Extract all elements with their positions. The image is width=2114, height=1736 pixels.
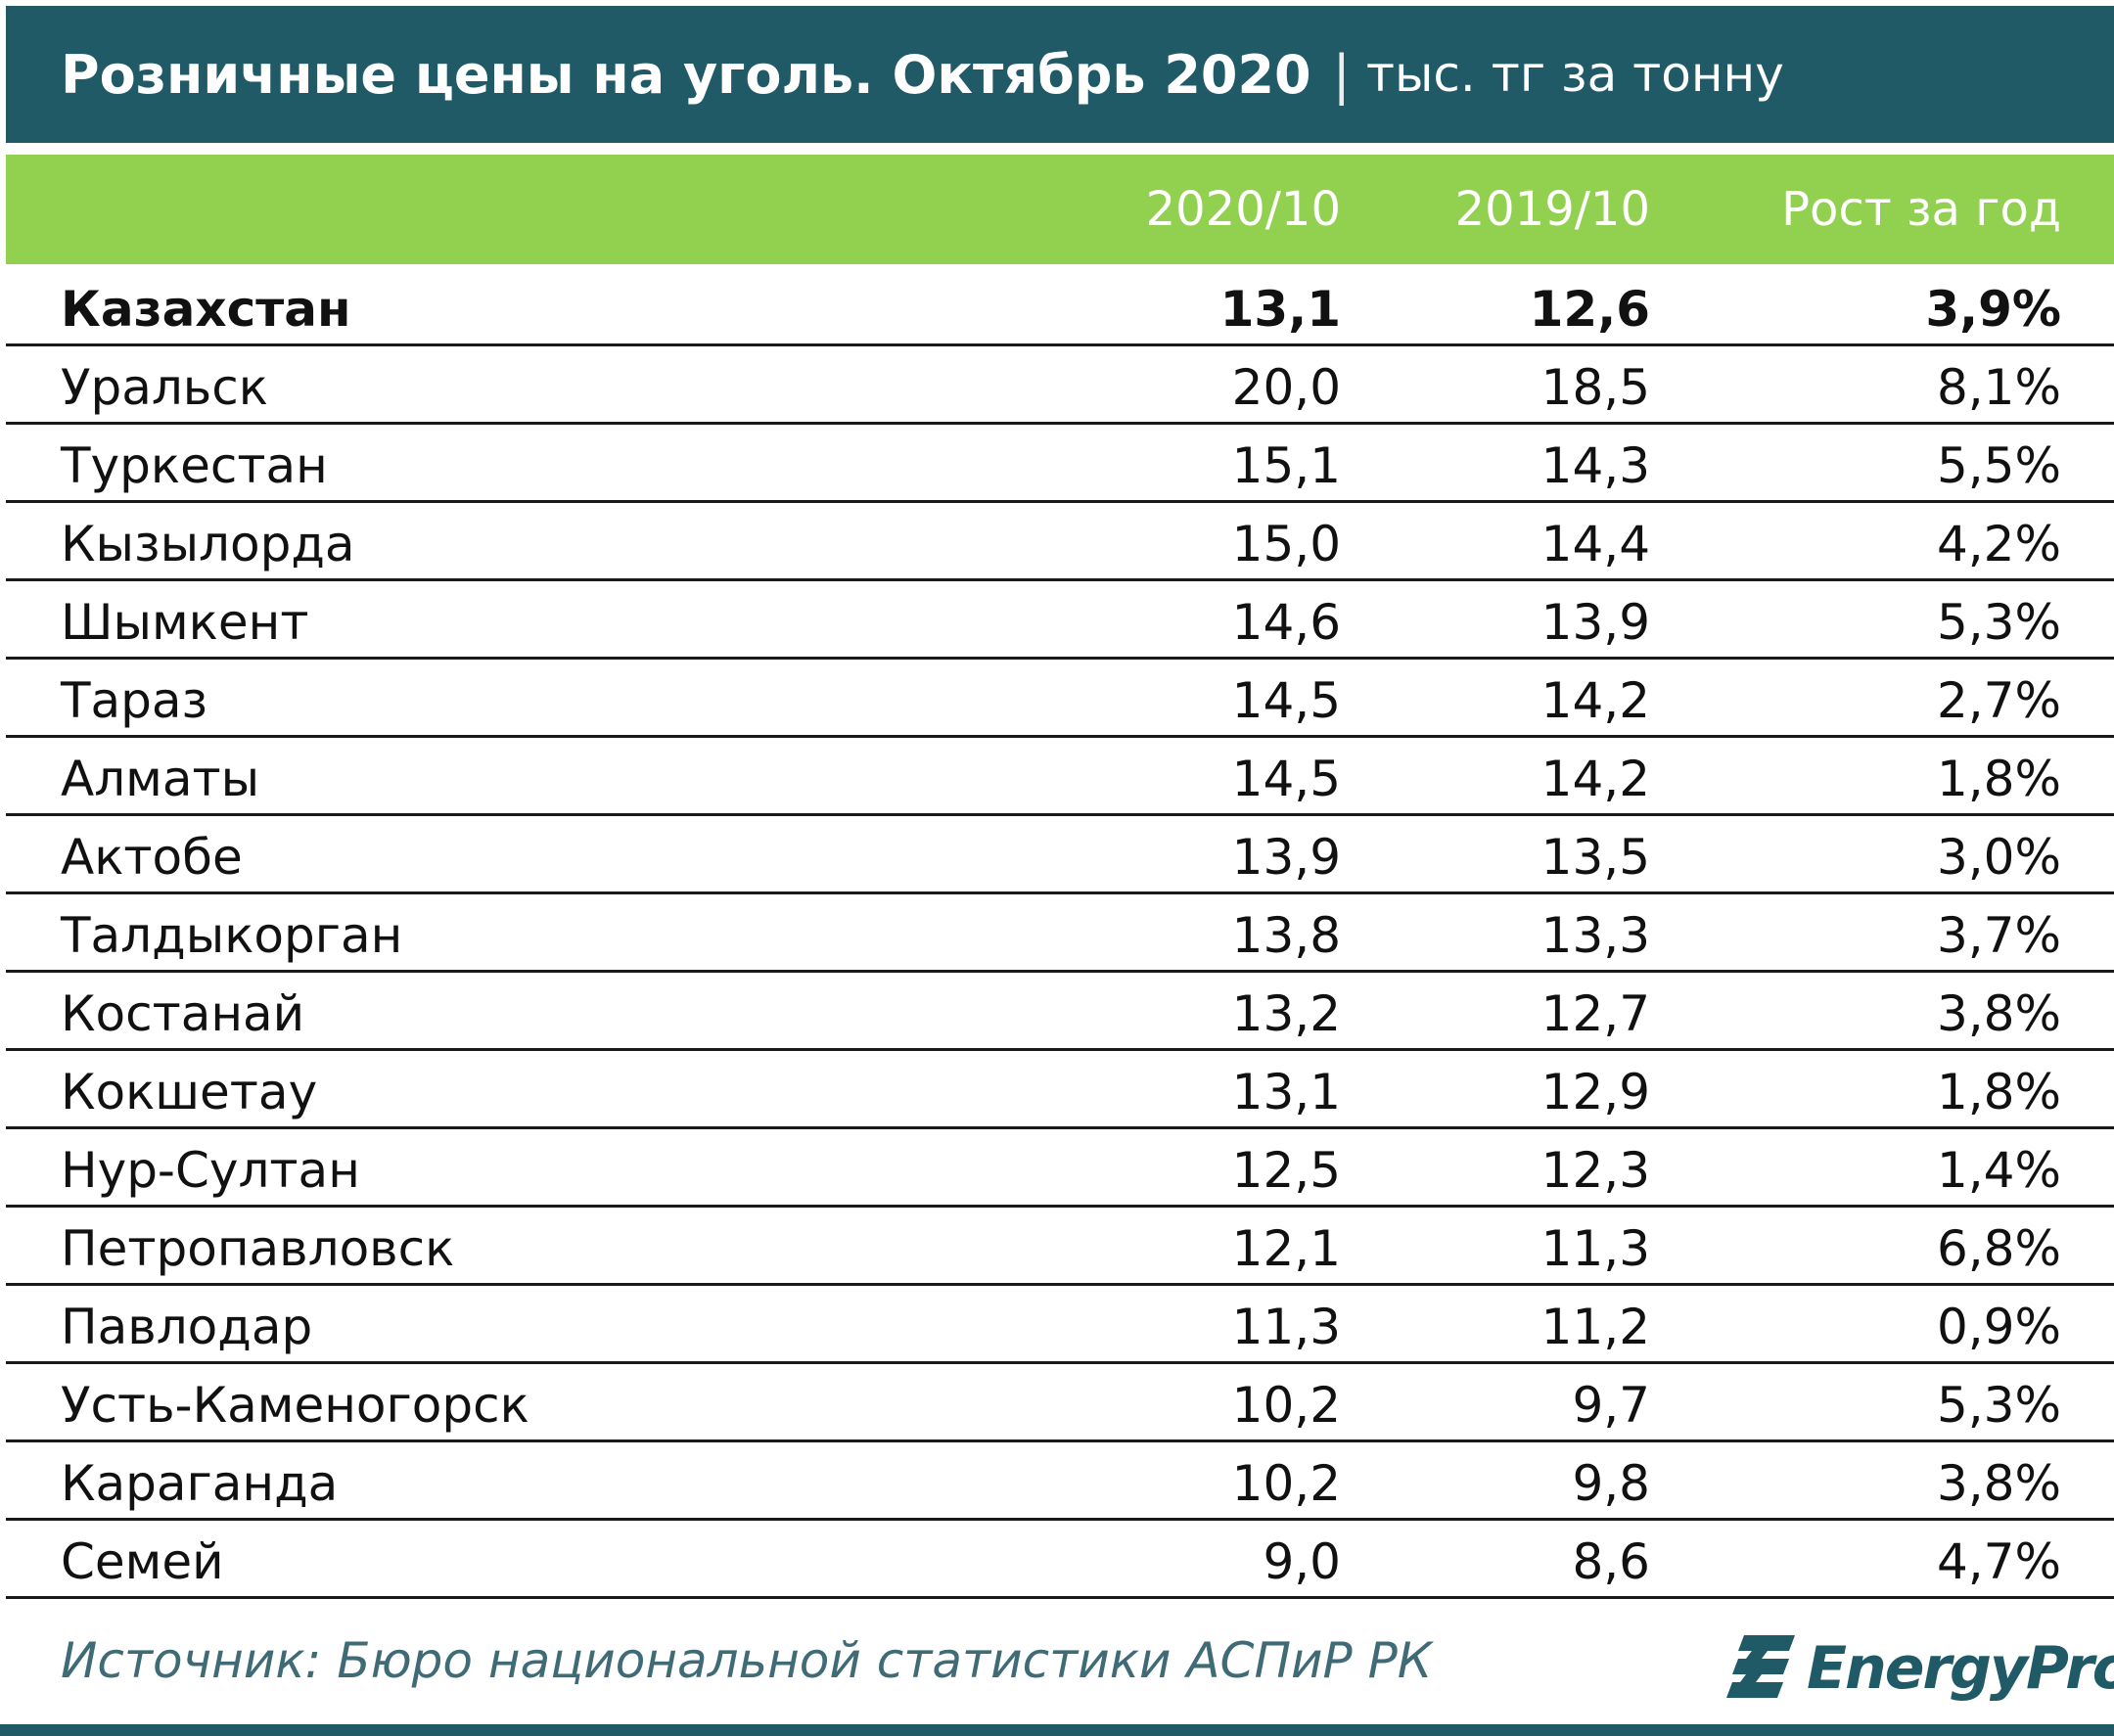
region-name: Уральск xyxy=(61,359,268,416)
value-2019: 14,4 xyxy=(1540,516,1650,572)
value-2019: 14,3 xyxy=(1540,437,1650,494)
table-row: Уральск 20,0 18,5 8,1% xyxy=(6,346,2114,425)
region-name: Тараз xyxy=(61,672,208,729)
column-header-2020: 2020/10 xyxy=(1145,182,1341,237)
value-2020: 13,8 xyxy=(1231,907,1341,964)
value-2019: 11,2 xyxy=(1540,1299,1650,1355)
title-bar: Розничные цены на уголь. Октябрь 2020 | … xyxy=(6,6,2114,143)
growth-value: 2,7% xyxy=(1936,672,2061,729)
region-name: Усть-Каменогорск xyxy=(61,1377,529,1434)
bottom-bar xyxy=(0,1724,2114,1736)
table-row: Туркестан 15,1 14,3 5,5% xyxy=(6,425,2114,503)
region-name: Петропавловск xyxy=(61,1220,455,1277)
table-row: Караганда 10,2 9,8 3,8% xyxy=(6,1442,2114,1521)
region-name: Талдыкорган xyxy=(61,907,403,964)
value-2020: 13,9 xyxy=(1231,829,1341,886)
value-2019: 8,6 xyxy=(1572,1533,1650,1590)
value-2019: 13,3 xyxy=(1540,907,1650,964)
region-name: Костанай xyxy=(61,985,305,1042)
table-row: Усть-Каменогорск 10,2 9,7 5,3% xyxy=(6,1364,2114,1442)
region-name: Павлодар xyxy=(61,1299,313,1355)
region-name: Кызылорда xyxy=(61,516,355,572)
growth-value: 4,7% xyxy=(1936,1533,2061,1590)
value-2019: 13,9 xyxy=(1540,594,1650,651)
column-header-2019: 2019/10 xyxy=(1454,182,1650,237)
growth-value: 8,1% xyxy=(1936,359,2061,416)
chart-title: Розничные цены на уголь. Октябрь 2020 xyxy=(61,43,1311,106)
growth-value: 5,3% xyxy=(1936,1377,2061,1434)
table-row: Тараз 14,5 14,2 2,7% xyxy=(6,660,2114,738)
title-separator: | xyxy=(1332,43,1351,106)
growth-value: 3,7% xyxy=(1936,907,2061,964)
value-2020: 10,2 xyxy=(1231,1455,1341,1512)
value-2020: 11,3 xyxy=(1231,1299,1341,1355)
table-row: Шымкент 14,6 13,9 5,3% xyxy=(6,581,2114,660)
region-name: Туркестан xyxy=(61,437,328,494)
growth-value: 5,3% xyxy=(1936,594,2061,651)
value-2020: 14,5 xyxy=(1231,672,1341,729)
table-row: Семей 9,0 8,6 4,7% xyxy=(6,1521,2114,1599)
growth-value: 5,5% xyxy=(1936,437,2061,494)
growth-value: 1,8% xyxy=(1936,1064,2061,1120)
value-2020: 15,1 xyxy=(1231,437,1341,494)
table-row: Нур-Султан 12,5 12,3 1,4% xyxy=(6,1129,2114,1208)
value-2020: 14,6 xyxy=(1231,594,1341,651)
table-row: Павлодар 11,3 11,2 0,9% xyxy=(6,1286,2114,1364)
value-2020: 15,0 xyxy=(1231,516,1341,572)
energyprom-logo-icon xyxy=(1726,1635,1795,1698)
region-name: Шымкент xyxy=(61,594,309,651)
table-row: Алматы 14,5 14,2 1,8% xyxy=(6,738,2114,816)
value-2019: 11,3 xyxy=(1540,1220,1650,1277)
value-2020: 20,0 xyxy=(1231,359,1341,416)
value-2020: 13,2 xyxy=(1231,985,1341,1042)
value-2019: 18,5 xyxy=(1540,359,1650,416)
table-row: Талдыкорган 13,8 13,3 3,7% xyxy=(6,894,2114,973)
table-row: Казахстан 13,1 12,6 3,9% xyxy=(6,268,2114,346)
value-2020: 14,5 xyxy=(1231,751,1341,807)
value-2020: 12,1 xyxy=(1231,1220,1341,1277)
growth-value: 3,8% xyxy=(1936,1455,2061,1512)
region-name: Караганда xyxy=(61,1455,339,1512)
energyprom-logo: EnergyProm xyxy=(1723,1624,2114,1713)
logo-text: EnergyProm xyxy=(1807,1634,2114,1703)
table-row: Кокшетау 13,1 12,9 1,8% xyxy=(6,1051,2114,1129)
table-row: Петропавловск 12,1 11,3 6,8% xyxy=(6,1208,2114,1286)
chart-unit: тыс. тг за тонну xyxy=(1365,46,1784,103)
value-2020: 13,1 xyxy=(1219,281,1341,338)
value-2020: 12,5 xyxy=(1231,1142,1341,1199)
value-2019: 14,2 xyxy=(1540,751,1650,807)
region-name: Кокшетау xyxy=(61,1064,318,1120)
growth-value: 1,4% xyxy=(1936,1142,2061,1199)
growth-value: 3,9% xyxy=(1925,281,2061,338)
value-2019: 9,8 xyxy=(1572,1455,1650,1512)
value-2019: 12,7 xyxy=(1540,985,1650,1042)
region-name: Алматы xyxy=(61,751,260,807)
value-2019: 12,6 xyxy=(1529,281,1650,338)
value-2019: 13,5 xyxy=(1540,829,1650,886)
growth-value: 3,8% xyxy=(1936,985,2061,1042)
growth-value: 0,9% xyxy=(1936,1299,2061,1355)
region-name: Семей xyxy=(61,1533,224,1590)
region-name: Актобе xyxy=(61,829,243,886)
table-row: Кызылорда 15,0 14,4 4,2% xyxy=(6,503,2114,581)
column-header-growth: Рост за год xyxy=(1781,182,2061,237)
value-2019: 14,2 xyxy=(1540,672,1650,729)
source-note: Источник: Бюро национальной статистики А… xyxy=(61,1632,1433,1689)
growth-value: 6,8% xyxy=(1936,1220,2061,1277)
value-2020: 9,0 xyxy=(1263,1533,1341,1590)
value-2019: 12,9 xyxy=(1540,1064,1650,1120)
value-2019: 9,7 xyxy=(1572,1377,1650,1434)
table-row: Актобе 13,9 13,5 3,0% xyxy=(6,816,2114,894)
growth-value: 1,8% xyxy=(1936,751,2061,807)
table-row: Костанай 13,2 12,7 3,8% xyxy=(6,973,2114,1051)
value-2020: 13,1 xyxy=(1231,1064,1341,1120)
value-2020: 10,2 xyxy=(1231,1377,1341,1434)
growth-value: 4,2% xyxy=(1936,516,2061,572)
region-name: Казахстан xyxy=(61,281,351,338)
growth-value: 3,0% xyxy=(1936,829,2061,886)
column-header-bar: 2020/10 2019/10 Рост за год xyxy=(6,155,2114,264)
region-name: Нур-Султан xyxy=(61,1142,360,1199)
value-2019: 12,3 xyxy=(1540,1142,1650,1199)
